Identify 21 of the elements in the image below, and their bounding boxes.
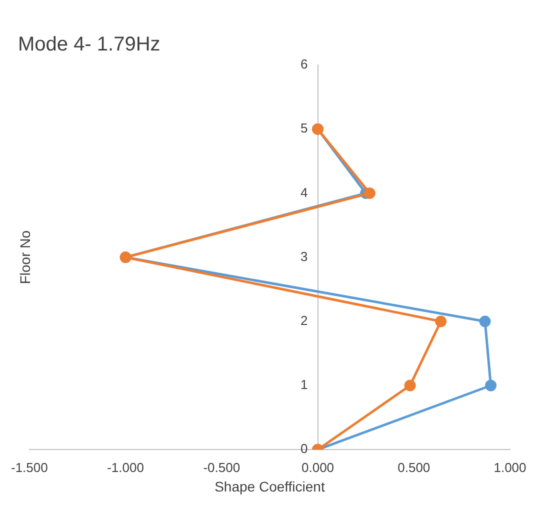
chart-title: Mode 4- 1.79Hz [18, 34, 160, 56]
y-tick-label: 2 [300, 312, 308, 328]
point [364, 187, 376, 199]
y-axis-title: Floor No [16, 230, 33, 284]
y-tick-label: 5 [300, 120, 308, 136]
x-tick-label: 1.000 [494, 460, 526, 475]
y-tick-label: 0 [300, 441, 308, 456]
x-tick-label: -1.500 [10, 460, 48, 475]
y-tick-label: 6 [300, 56, 308, 72]
y-tick-label: 3 [300, 248, 308, 264]
x-tick-label: 0.000 [302, 460, 334, 475]
x-tick-label: -0.500 [203, 460, 240, 475]
x-axis-title: Shape Coefficient [214, 478, 325, 494]
y-tick-label: 1 [300, 377, 308, 392]
point [435, 316, 447, 328]
x-tick-label: 0.500 [398, 460, 430, 475]
point [485, 380, 497, 392]
point [404, 380, 416, 392]
point [479, 316, 491, 328]
y-tick-label: 4 [300, 184, 308, 200]
x-tick-label: -1.000 [107, 460, 144, 475]
